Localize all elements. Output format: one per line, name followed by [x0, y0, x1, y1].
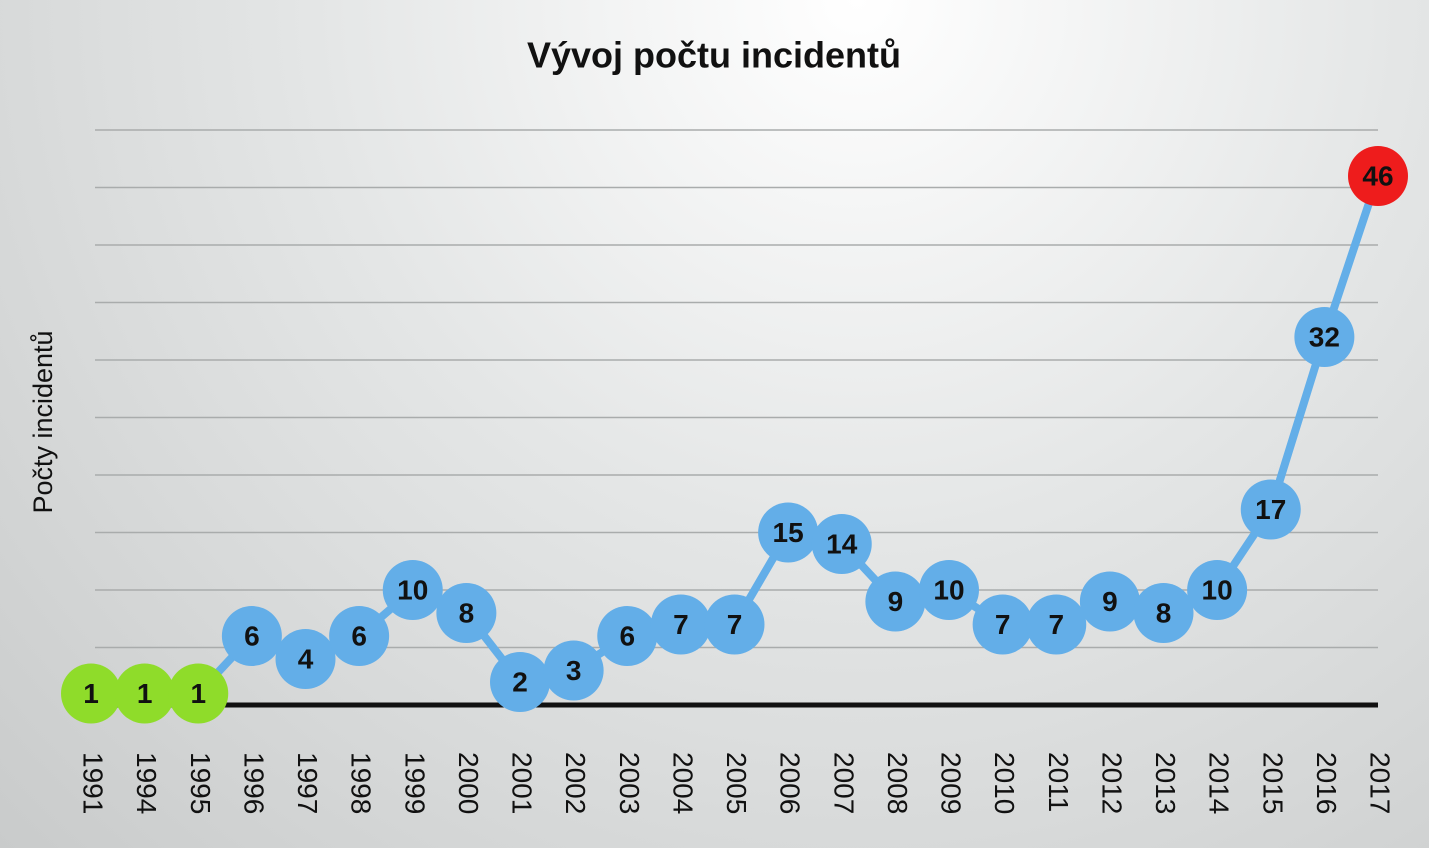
data-label: 8: [459, 597, 475, 628]
x-tick-label: 2013: [1150, 752, 1181, 814]
x-tick-label: 2004: [667, 752, 698, 814]
data-label: 9: [888, 586, 904, 617]
marker: [597, 606, 658, 666]
marker: [919, 560, 979, 620]
marker: [704, 594, 765, 655]
x-tick-label: 2016: [1311, 752, 1342, 814]
marker: [329, 606, 390, 666]
marker: [1348, 146, 1408, 206]
data-label: 6: [619, 620, 635, 651]
marker: [1079, 571, 1140, 632]
marker: [382, 560, 443, 620]
data-label: 7: [1048, 609, 1064, 640]
data-label: 1: [137, 678, 153, 709]
data-label: 9: [1102, 586, 1118, 617]
data-label: 7: [995, 609, 1011, 640]
marker: [758, 502, 819, 563]
marker: [1240, 479, 1301, 540]
x-tick-label: 2001: [507, 752, 538, 814]
data-label: 15: [773, 517, 804, 548]
marker: [61, 663, 121, 724]
marker: [1187, 560, 1248, 620]
data-label: 32: [1309, 321, 1340, 352]
x-tick-label: 2002: [560, 752, 591, 814]
x-tick-label: 2006: [775, 752, 806, 814]
marker: [490, 652, 550, 712]
x-tick-label: 2007: [828, 752, 859, 814]
x-tick-label: 2011: [1043, 752, 1074, 812]
data-label: 6: [351, 620, 367, 651]
x-tick-label: 1996: [238, 752, 269, 814]
x-tick-label: 2014: [1204, 752, 1235, 814]
x-tick-label: 2012: [1096, 752, 1127, 814]
y-axis-label: Počty incidentů: [28, 330, 58, 513]
data-label: 46: [1362, 160, 1393, 191]
marker: [650, 594, 711, 655]
data-label: 2: [512, 666, 528, 697]
x-tick-label: 1997: [292, 752, 323, 814]
marker: [543, 640, 604, 701]
data-label: 8: [1156, 597, 1172, 628]
data-label: 6: [244, 620, 260, 651]
data-label: 10: [397, 574, 428, 605]
x-tick-label: 1995: [185, 752, 216, 814]
x-tick-label: 2003: [614, 752, 645, 814]
marker: [221, 606, 282, 666]
chart-title: Vývoj počtu incidentů: [527, 35, 901, 76]
data-label: 7: [727, 609, 743, 640]
data-label: 7: [673, 609, 689, 640]
x-tick-label: 2010: [989, 752, 1020, 814]
marker: [865, 571, 926, 632]
data-label: 10: [1202, 574, 1233, 605]
data-label: 3: [566, 655, 582, 686]
x-tick-label: 2000: [453, 752, 484, 814]
marker: [275, 629, 336, 689]
marker: [972, 594, 1033, 655]
data-label: 1: [83, 678, 99, 709]
data-label: 1: [190, 678, 206, 709]
marker: [1133, 583, 1194, 643]
data-label: 14: [826, 528, 858, 559]
marker: [811, 514, 872, 574]
data-label: 10: [933, 574, 964, 605]
marker: [1294, 307, 1355, 367]
x-tick-label: 2009: [936, 752, 967, 814]
x-tick-label: 1999: [399, 752, 430, 814]
marker: [168, 663, 229, 724]
marker: [436, 583, 497, 643]
x-tick-label: 1991: [78, 752, 109, 814]
x-tick-label: 2015: [1257, 752, 1288, 814]
marker: [114, 663, 175, 724]
x-tick-label: 2008: [882, 752, 913, 814]
x-tick-label: 2017: [1365, 752, 1396, 814]
x-tick-label: 2005: [721, 752, 752, 814]
marker: [1026, 594, 1087, 655]
x-tick-label: 1994: [131, 752, 162, 814]
x-tick-label: 1998: [346, 752, 377, 814]
data-label: 17: [1255, 494, 1286, 525]
data-label: 4: [298, 643, 314, 674]
